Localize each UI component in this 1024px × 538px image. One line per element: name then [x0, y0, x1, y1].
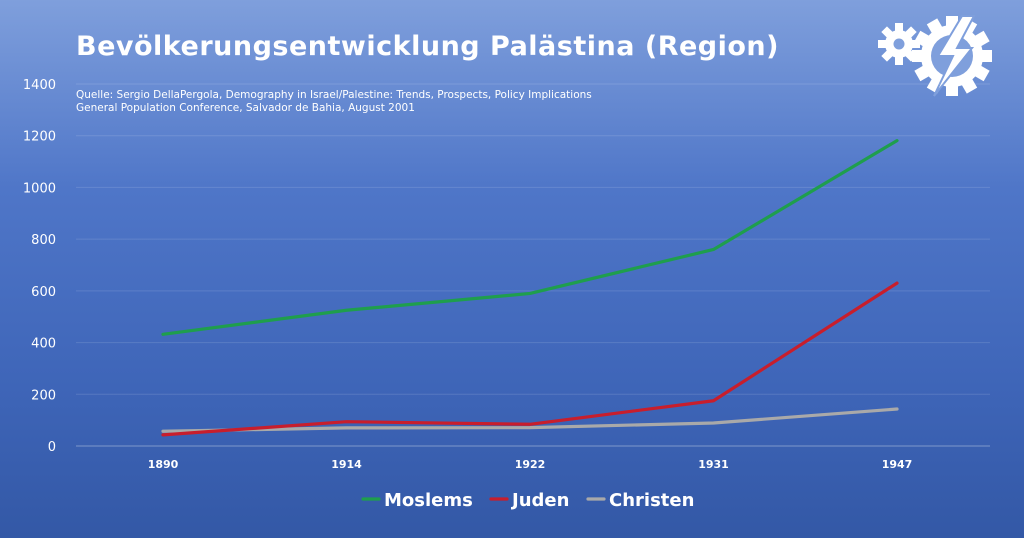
legend-label-juden: Juden — [510, 490, 569, 511]
gridlines — [76, 83, 990, 447]
source-line-1: Quelle: Sergio DellaPergola, Demography … — [76, 89, 592, 101]
source-line-2: General Population Conference, Salvador … — [76, 102, 415, 114]
series-line-moslems — [161, 139, 899, 336]
chart-title: Bevölkerungsentwicklung Palästina (Regio… — [76, 31, 779, 62]
legend-label-christen: Christen — [609, 490, 694, 511]
x-tick-label: 1914 — [331, 458, 362, 471]
x-tick-label: 1922 — [515, 458, 546, 471]
series-line-juden — [161, 281, 899, 437]
x-tick-label: 1890 — [148, 458, 179, 471]
y-tick-label: 800 — [31, 233, 56, 248]
y-tick-label: 400 — [31, 337, 56, 352]
y-tick-label: 1400 — [23, 78, 56, 93]
y-axis-ticks: 0 200 400 600 800 1000 1200 1400 — [23, 78, 56, 455]
legend-label-moslems: Moslems — [384, 490, 473, 511]
x-tick-label: 1947 — [882, 458, 913, 471]
x-tick-label: 1931 — [698, 458, 729, 471]
y-tick-label: 1000 — [23, 181, 56, 196]
gear-lightning-logo-icon — [878, 15, 992, 97]
x-axis-ticks: 1890 1914 1922 1931 1947 — [148, 458, 913, 471]
y-tick-label: 0 — [48, 440, 56, 455]
series-line-christen — [161, 407, 899, 433]
y-tick-label: 200 — [31, 388, 56, 403]
y-tick-label: 1200 — [23, 130, 56, 145]
y-tick-label: 600 — [31, 285, 56, 300]
series-lines — [161, 139, 899, 437]
legend: Moslems Juden Christen — [361, 490, 694, 511]
